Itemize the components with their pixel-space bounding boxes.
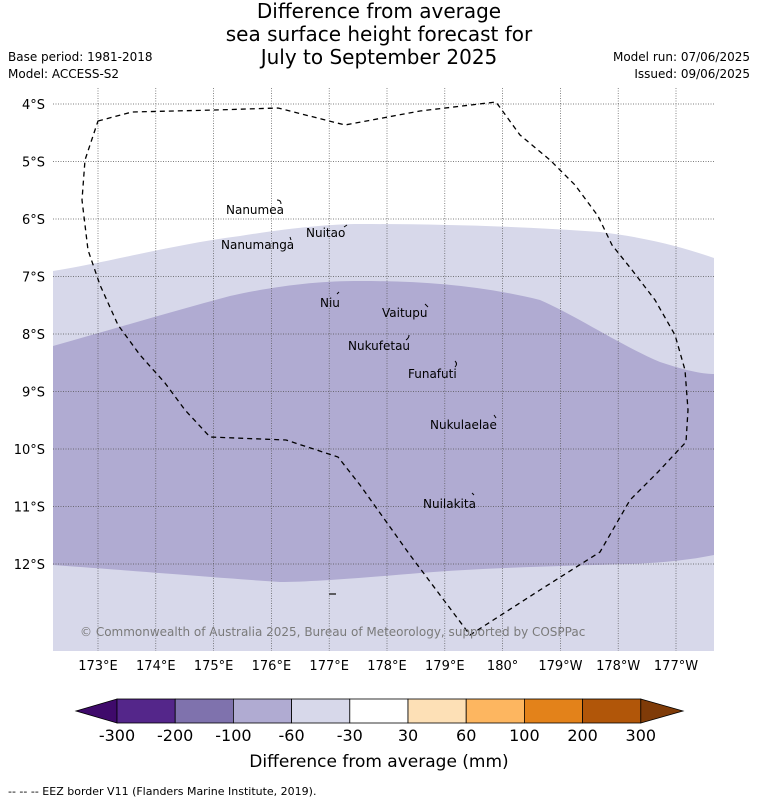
- lon-tick-label: 179°W: [538, 659, 582, 674]
- lat-tick-label: 10°S: [14, 443, 45, 458]
- island-marker-nukulaelae: [493, 414, 497, 419]
- colorbar-tick: -200: [157, 726, 193, 745]
- colorbar-tick: 60: [456, 726, 476, 745]
- colorbar-swatch: [465, 698, 525, 724]
- lon-tick-label: 176°E: [252, 659, 292, 674]
- colorbar: -300 -200 -100 -60 -30 30 60 100 200 300 Differen…: [74, 698, 685, 772]
- island-marker-funafuti: [454, 360, 457, 368]
- longitude-labels: 173°E 174°E 175°E 176°E 177°E 178°E 179°E 180° 1…: [78, 659, 698, 674]
- lon-tick-label: 179°E: [425, 659, 465, 674]
- colorbar-swatch: [407, 698, 467, 724]
- meta-left: Base period: 1981-2018 Model: ACCESS-S2: [8, 49, 153, 83]
- colorbar-swatch: [524, 698, 584, 724]
- place-label-funafuti: Funafuti: [408, 367, 457, 381]
- eez-border: [81, 101, 689, 636]
- lon-tick-label: 173°E: [78, 659, 118, 674]
- island-marker-nuilakita: [471, 492, 475, 496]
- place-label-nanumea: Nanumea: [226, 203, 284, 217]
- island-marker-nukufetau: [405, 334, 410, 341]
- lat-tick-label: 8°S: [22, 328, 45, 343]
- place-labels: Nanumea Nuitao Nanumanga Niu Vaitupu Nuk…: [221, 199, 497, 511]
- colorbar-swatches: [74, 698, 685, 724]
- lon-tick-label: 178°W: [596, 659, 640, 674]
- model-run-text: Model run: 07/06/2025: [612, 50, 750, 64]
- colorbar-swatch: [116, 698, 176, 724]
- lon-tick-label: 177°E: [309, 659, 349, 674]
- model-text: Model: ACCESS-S2: [8, 67, 120, 81]
- gridlines: [53, 88, 714, 651]
- island-marker-niu: [336, 291, 340, 295]
- colorbar-label: Difference from average (mm): [249, 752, 508, 772]
- lat-tick-label: 6°S: [22, 213, 45, 228]
- meta-right: Model run: 07/06/2025 Issued: 09/06/2025: [613, 49, 750, 83]
- lat-tick-label: 9°S: [22, 386, 45, 401]
- lon-tick-label: 180°: [487, 659, 518, 674]
- lat-tick-label: 12°S: [14, 558, 45, 573]
- lat-tick-label: 5°S: [22, 156, 45, 171]
- colorbar-tick: 300: [626, 726, 657, 745]
- lon-tick-label: 175°E: [194, 659, 234, 674]
- issued-text: Issued: 09/06/2025: [634, 67, 750, 81]
- lon-tick-label: 178°E: [367, 659, 407, 674]
- title-line-2: sea surface height forecast for: [225, 22, 533, 46]
- colorbar-tick: -60: [279, 726, 305, 745]
- colorbar-tick-labels: -300 -200 -100 -60 -30 30 60 100 200 300: [99, 726, 656, 745]
- lat-tick-label: 11°S: [14, 501, 45, 516]
- place-label-nuitao: Nuitao: [306, 226, 345, 240]
- title-line-3: July to September 2025: [260, 45, 498, 69]
- colorbar-extend-min: [74, 698, 118, 724]
- copyright-text: © Commonwealth of Australia 2025, Bureau…: [80, 625, 585, 639]
- lon-tick-label: 177°W: [654, 659, 698, 674]
- island-marker-nanumea: [276, 199, 282, 205]
- chart-title: Difference from average sea surface heig…: [0, 0, 758, 69]
- lat-tick-label: 7°S: [22, 271, 45, 286]
- island-marker-nuitao: [343, 224, 348, 228]
- place-label-niu: Niu: [320, 296, 340, 310]
- lat-tick-label: 4°S: [22, 98, 45, 113]
- lon-tick-label: 174°E: [136, 659, 176, 674]
- colorbar-tick: -30: [337, 726, 363, 745]
- map-area: [53, 224, 714, 651]
- place-label-nukufetau: Nukufetau: [348, 339, 410, 353]
- colorbar-tick: 200: [567, 726, 598, 745]
- colorbar-extend-max: [640, 698, 685, 724]
- latitude-labels: 4°S 5°S 6°S 7°S 8°S 9°S 10°S 11°S 12°S: [14, 98, 45, 573]
- title-line-1: Difference from average: [256, 0, 502, 23]
- colorbar-swatch: [291, 698, 351, 724]
- island-marker-nanumanga: [289, 236, 292, 241]
- colorbar-swatch: [582, 698, 642, 724]
- colorbar-tick: -300: [99, 726, 135, 745]
- colorbar-swatch: [349, 698, 409, 724]
- place-label-nukulaelae: Nukulaelae: [430, 418, 497, 432]
- place-label-nanumanga: Nanumanga: [221, 238, 294, 252]
- colorbar-tick: 30: [398, 726, 418, 745]
- base-period-text: Base period: 1981-2018: [8, 50, 153, 64]
- place-label-vaitupu: Vaitupu: [382, 306, 428, 320]
- island-marker-vaitupu: [424, 303, 429, 308]
- colorbar-tick: -100: [215, 726, 251, 745]
- colorbar-tick: 100: [509, 726, 540, 745]
- colorbar-swatch: [174, 698, 234, 724]
- place-label-nuilakita: Nuilakita: [423, 497, 476, 511]
- colorbar-swatch: [232, 698, 292, 724]
- eez-legend-note: -- -- -- EEZ border V11 (Flanders Marine…: [8, 785, 317, 798]
